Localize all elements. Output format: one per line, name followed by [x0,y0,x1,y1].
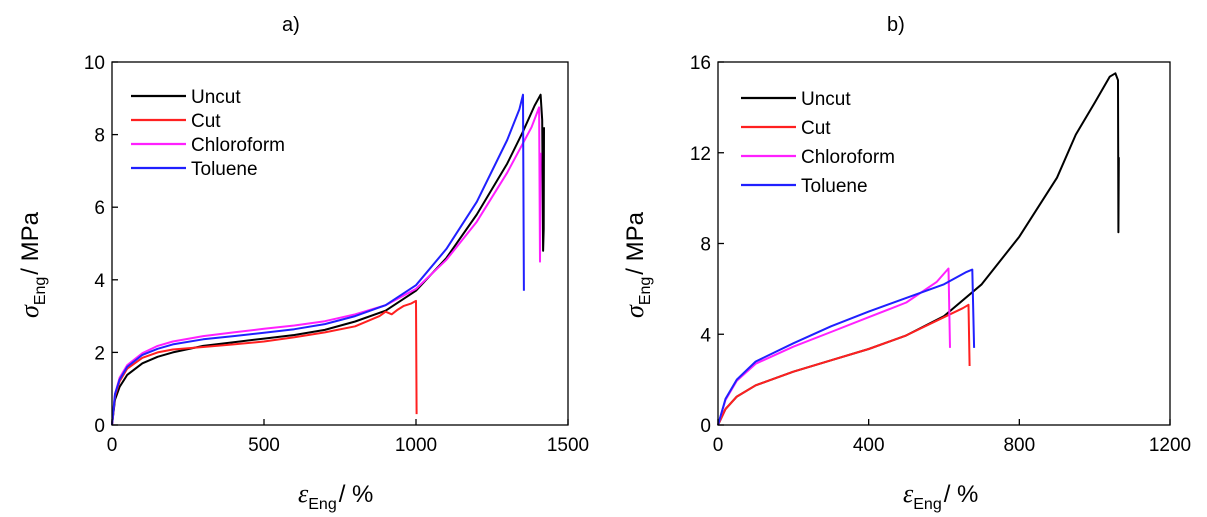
y-axis-symbol: σ [620,304,649,318]
x-tick-label: 500 [248,435,280,456]
y-axis-symbol: σ [15,304,44,318]
y-tick-label: 4 [94,271,105,292]
x-axis-label: εEng/ % [903,479,978,513]
x-tick-label: 400 [853,435,885,456]
legend-label: Chloroform [801,147,895,168]
y-tick-label: 10 [84,53,105,74]
series-line-cut [717,303,971,426]
x-axis-symbol: ε [903,479,914,508]
legend-label: Chloroform [191,135,285,156]
y-axis-label: σEng / MPa [15,211,49,318]
legend-label: Uncut [801,89,851,110]
series-line-chloroform [111,106,542,426]
y-tick-label: 6 [94,198,105,219]
series-line-uncut [111,93,545,426]
y-axis-subscript: Eng [637,277,654,305]
legend-label: Toluene [801,176,868,197]
chart-panel-a: a) 0 500 1000 1500 0 2 4 6 8 10 εEng/ % σEng/ MPa Un… [0,0,600,517]
legend-label: Uncut [191,87,241,108]
x-axis-subscript: Eng [913,496,941,513]
x-tick-label: 800 [1003,435,1035,456]
x-tick-label: 0 [713,435,724,456]
chart-panel-b: b) 0 400 800 1200 0 4 8 12 16 εEng/ % σEng/ MPa Unc… [603,0,1207,517]
x-tick-label: 1000 [395,435,437,456]
y-tick-label: 12 [690,144,711,165]
y-axis-unit: / MPa [622,211,649,274]
panel-label: a) [282,14,300,36]
x-axis-unit: / % [339,481,374,508]
x-tick-label: 1200 [1149,435,1191,456]
series-line-chloroform [717,267,951,426]
series-line-toluene [717,268,976,426]
y-tick-label: 2 [94,343,105,364]
series-line-cut [111,299,418,426]
y-tick-label: 0 [700,416,711,437]
x-axis-symbol: ε [298,479,309,508]
y-tick-label: 8 [94,126,105,147]
x-tick-label: 1500 [547,435,589,456]
y-axis-unit: / MPa [17,211,44,274]
legend-label: Toluene [191,159,258,180]
series-line-toluene [111,93,525,426]
y-tick-label: 0 [94,416,105,437]
x-axis-label: εEng/ % [298,479,373,513]
legend-label: Cut [801,118,831,139]
plot-frame [717,61,1171,426]
y-tick-label: 4 [700,325,711,346]
y-tick-label: 8 [700,235,711,256]
x-tick-label: 0 [107,435,118,456]
panel-label: b) [887,14,905,36]
y-axis-label: σEng / MPa [620,211,654,318]
y-axis-subscript: Eng [32,277,49,305]
x-axis-unit: / % [944,481,979,508]
legend-label: Cut [191,111,221,132]
y-tick-label: 16 [690,53,711,74]
x-axis-subscript: Eng [308,496,336,513]
plot-frame [111,61,569,426]
